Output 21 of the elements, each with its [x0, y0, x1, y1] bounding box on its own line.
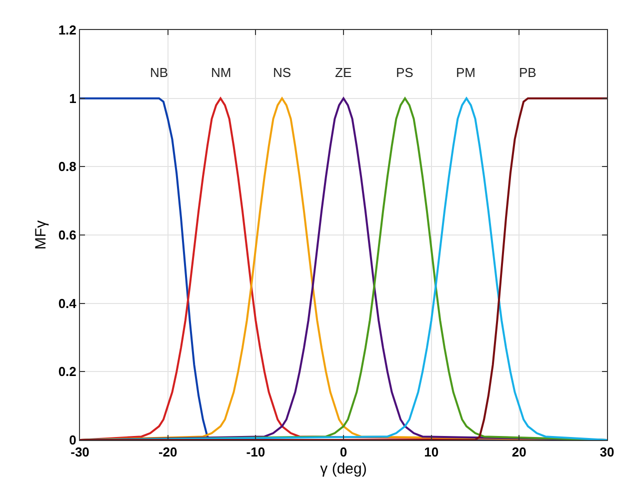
y-tick-label: 1.2 — [58, 22, 76, 38]
x-tick-label: -20 — [158, 444, 178, 460]
series-label: PS — [396, 65, 414, 80]
x-tick-label: 30 — [600, 444, 614, 460]
x-tick-label: 20 — [512, 444, 526, 460]
y-tick-label: 1 — [69, 90, 76, 106]
y-tick-label: 0.4 — [58, 296, 78, 311]
y-axis-title: MFγ — [32, 220, 50, 250]
x-axis-title: γ (deg) — [320, 460, 367, 478]
y-tick-label: 0.2 — [58, 364, 76, 380]
series-label: PM — [456, 65, 476, 80]
series-label: ZE — [335, 65, 352, 80]
series-label: PB — [519, 65, 536, 80]
x-tick-label: 10 — [424, 444, 439, 460]
x-tick-label: 0 — [340, 444, 348, 460]
series-label: NM — [211, 65, 232, 80]
y-tick-label: 0.6 — [58, 228, 76, 243]
series-label: NB — [150, 65, 168, 80]
x-tick-label: -10 — [246, 444, 266, 460]
series-label: NS — [273, 65, 292, 80]
y-tick-label: 0.8 — [58, 159, 76, 174]
